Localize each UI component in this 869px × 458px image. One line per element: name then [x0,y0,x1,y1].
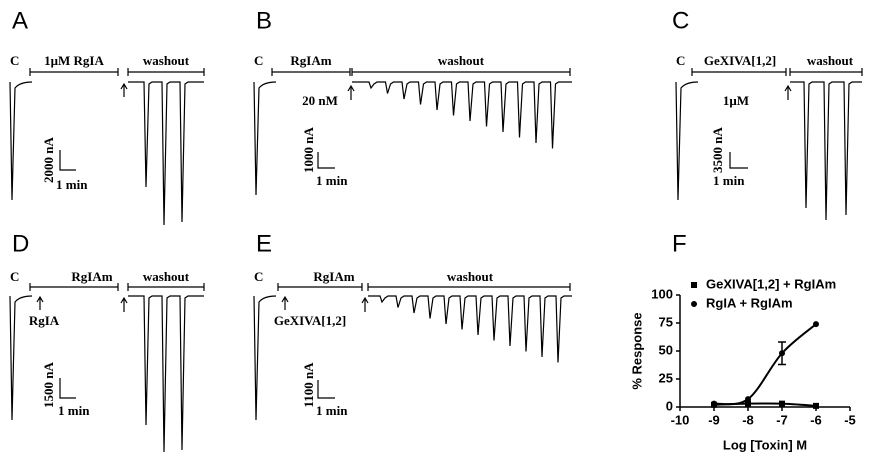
scale-time: 1 min [56,177,88,192]
x-tick-label: -9 [708,412,720,427]
arrow [36,295,44,310]
legend-label: GeXIVA[1,2] + RgIAm [706,276,836,291]
scale-time: 1 min [713,173,745,188]
scale-current: 1100 nA [301,362,316,408]
current-trace [352,81,572,149]
scale-current: 3500 nA [710,126,725,172]
panel-letter: A [12,7,28,34]
bracket [691,68,787,76]
x-tick-label: -7 [776,412,788,427]
current-trace [9,295,33,421]
x-tick-label: -6 [810,412,822,427]
treatment-label: RgIAm [71,269,112,284]
point [813,321,819,328]
pretreatment-label: GeXIVA[1,2] [274,313,346,328]
scale-bar [59,378,76,399]
point [779,400,785,407]
legend-marker [691,301,697,307]
bracket [29,68,119,76]
scale-bar [59,150,76,171]
scale-current: 2000 nA [41,136,56,182]
scale-time: 1 min [316,403,348,418]
arrow [120,296,128,312]
arrow [281,295,289,310]
washout-label: washout [143,269,190,284]
treatment-label: GeXIVA[1,2] [704,53,776,68]
scale-current: 1000 nA [301,126,316,172]
scale-time: 1 min [58,403,90,418]
treatment-label: 1μM RgIA [44,53,104,68]
current-trace [675,81,699,201]
pretreatment-label: RgIA [29,313,60,328]
current-trace [790,81,862,221]
x-tick-label: -8 [742,412,754,427]
point [711,400,717,407]
panel-letter: B [256,7,272,34]
y-tick-label: 100 [651,286,673,301]
current-trace [368,295,572,363]
control-label: C [10,53,19,68]
control-label: C [10,269,19,284]
control-label: C [676,53,685,68]
washout-label: washout [807,53,854,68]
current-trace [253,295,277,421]
control-label: C [254,53,263,68]
panel-letter: D [12,230,29,257]
arrow [120,82,128,97]
washout-label: washout [447,269,494,284]
panel-letter: E [256,230,272,257]
bracket [351,68,571,76]
scale-bar [317,380,335,399]
arrow [347,84,355,100]
panel-letter: C [672,7,689,34]
arrow [784,84,792,100]
y-tick-label: 75 [659,314,673,329]
treatment-label: RgIAm [313,269,354,284]
bracket [127,283,205,291]
y-axis-label: % Response [629,312,644,389]
bracket [277,283,363,291]
point [745,396,751,403]
point [745,400,751,407]
treatment-label: RgIAm [290,53,331,68]
point [779,350,785,357]
scale-bar [317,152,335,169]
washout-label: washout [438,53,485,68]
scale-current: 1500 nA [41,361,56,407]
bracket [271,68,351,76]
legend-marker [691,282,697,288]
washout-label: washout [143,53,190,68]
scale-time: 1 min [316,173,348,188]
bracket [789,68,863,76]
y-tick-label: 25 [659,370,673,385]
x-tick-label: -5 [844,412,856,427]
x-tick-label: -10 [671,412,690,427]
legend-label: RgIA + RgIAm [706,295,793,310]
current-trace [128,295,204,453]
point [813,402,819,409]
arrow [361,296,369,312]
current-trace [253,81,277,196]
current-trace [128,81,204,226]
concentration-label: 1μM [723,93,749,108]
x-axis-label: Log [Toxin] M [723,437,807,452]
concentration-label: 20 nM [302,93,338,108]
y-tick-label: 0 [666,398,673,413]
scale-bar [729,152,748,169]
bracket [127,68,205,76]
panel-letter: F [672,230,687,257]
current-trace [9,81,33,201]
y-tick-label: 50 [659,342,673,357]
control-label: C [254,269,263,284]
bracket [367,283,571,291]
fit-curve [713,323,817,406]
bracket [29,283,119,291]
